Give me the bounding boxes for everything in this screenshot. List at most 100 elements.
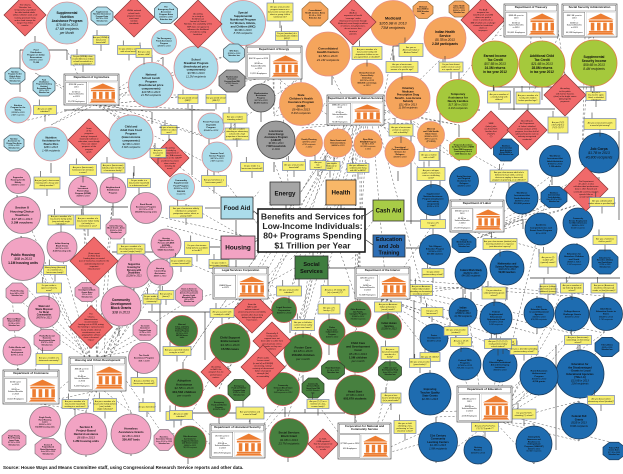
svg-text:Are you (of) a(home)?: Are you (of) a (home)? bbox=[160, 292, 173, 297]
svg-text:Are you a (low-income)homeowne: Are you a (low-income) homeowner (in rent… bbox=[72, 166, 94, 174]
svg-text:Are you a low-income(student)?: Are you a low-income (student)? bbox=[446, 328, 466, 333]
svg-text:Are you a member of(a) federal: Are you a member of (a) federally (funded… bbox=[563, 284, 582, 292]
svg-text:Are you a refugee,asylee, huma: Are you a refugee, asylee, humanitarian ca… bbox=[422, 169, 440, 179]
svg-text:Are you (?) (?) (?) (?) a(?) (: Are you (?) (?) (?) (?) a (?) (?) (?) gra… bbox=[475, 424, 496, 429]
svg-text:Are you a low-income(preschool: Are you a low-income (preschooler)? bbox=[410, 360, 430, 365]
svg-text:Cash Aid: Cash Aid bbox=[376, 209, 402, 215]
svg-text:Department of Treasury: Department of Treasury bbox=[515, 5, 548, 9]
svg-text:$24.7B spent in 2013-$2.9B onS: $24.7B spent in 2013 -$2.9B on Salaries/Be… bbox=[248, 57, 269, 75]
svg-text:Department of Labor: Department of Labor bbox=[463, 201, 492, 205]
svg-text:Are you a (?) needy (?)(in) a: Are you a (?) needy (?) (in) a (social) (… bbox=[325, 288, 346, 293]
svg-text:Department of the Interior: Department of the Interior bbox=[365, 268, 401, 272]
svg-text:Federal Work-Study$926M in 201: Federal Work-Study $926M in 2013 644,000 r… bbox=[460, 269, 482, 278]
svg-text:Are you a low-income (child) (: Are you a low-income (child) (who) (is) a… bbox=[382, 394, 400, 402]
svg-text:The(ACA's)expansion of health': The (ACA's) expansion of health'coverage' … bbox=[338, 10, 368, 35]
svg-text:Are you a (college)student (wh: Are you a (college) student (who) (needs)… bbox=[538, 285, 558, 293]
svg-text:Are you a (low-income)(attendi: Are you a (low-income) (attending) an ele… bbox=[567, 336, 590, 344]
svg-text:Food Aid: Food Aid bbox=[224, 205, 251, 212]
